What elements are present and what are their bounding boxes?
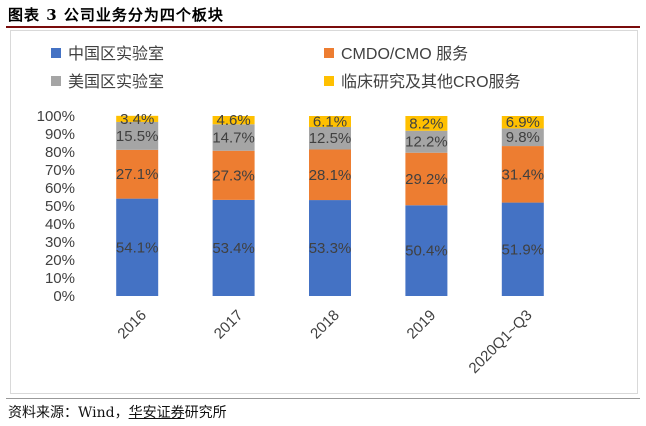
bar-segment [116, 149, 159, 199]
data-label: 12.5% [309, 130, 352, 147]
data-label: 31.4% [502, 166, 545, 183]
source-rule [6, 398, 640, 399]
title-rule [6, 26, 640, 28]
bar-segment [309, 149, 351, 201]
bar-segment [116, 115, 159, 122]
bar-segment [116, 121, 159, 150]
bar-segment [212, 116, 255, 125]
y-tick-label: 0% [53, 288, 75, 305]
bar-segment [309, 126, 351, 150]
y-tick-label: 50% [45, 198, 75, 215]
x-tick-label: 2017 [211, 307, 247, 343]
bar-segment [501, 202, 544, 296]
legend-swatch-3 [324, 76, 334, 86]
data-label: 27.3% [212, 167, 255, 184]
data-label: 14.7% [212, 130, 255, 147]
bar-segment [501, 146, 544, 203]
bar-segment [405, 152, 448, 206]
data-label: 53.4% [212, 240, 255, 257]
y-axis: 0%10%20%30%40%50%60%70%80%90%100% [37, 108, 75, 305]
bar-segment [501, 116, 544, 129]
legend-swatch-1 [324, 48, 334, 58]
bar-segment [212, 150, 255, 200]
data-label: 8.2% [409, 115, 443, 132]
source-note: 资料来源：Wind，华安证券研究所 [8, 402, 227, 422]
source-link[interactable]: 华安证券 [128, 405, 185, 421]
data-label: 54.1% [116, 239, 159, 256]
figure-title: 图表 3 公司业务分为四个板块 [8, 6, 224, 24]
source-prefix: 资料来源：Wind， [8, 405, 129, 421]
source-suffix: 研究所 [184, 405, 227, 421]
data-label: 6.9% [506, 114, 540, 131]
data-label: 12.2% [405, 134, 448, 151]
y-tick-label: 60% [45, 180, 75, 197]
y-tick-label: 10% [45, 270, 75, 287]
data-label: 51.9% [502, 241, 545, 258]
x-tick-label: 2020Q1~Q3 [466, 307, 536, 377]
data-label: 9.8% [506, 129, 540, 146]
bar-segment [405, 205, 448, 296]
data-label: 53.3% [309, 240, 352, 257]
legend-swatch-2 [51, 76, 61, 86]
bar-segment [212, 199, 255, 296]
legend-label-0: 中国区实验室 [68, 45, 164, 63]
data-label: 4.6% [216, 112, 250, 129]
y-tick-label: 100% [37, 108, 75, 125]
x-tick-label: 2018 [307, 307, 343, 343]
y-tick-label: 90% [45, 126, 75, 143]
data-label: 29.2% [405, 171, 448, 188]
y-tick-label: 40% [45, 216, 75, 233]
y-tick-label: 70% [45, 162, 75, 179]
bar-segment [212, 124, 255, 151]
y-tick-label: 20% [45, 252, 75, 269]
data-label: 28.1% [309, 167, 352, 184]
data-label: 15.5% [116, 128, 159, 145]
bars-area: 54.1% 27.1% 15.5%3.4% 53.4% 27.3% 14.7%4.6% 53… [116, 111, 544, 296]
data-label: 27.1% [116, 166, 159, 183]
bar-segment [405, 130, 448, 153]
data-label: 50.4% [405, 243, 448, 260]
chart-frame: 中国区实验室 CMDO/CMO 服务 美国区实验室 临床研究及其他CRO服务 0% 10… [10, 30, 638, 394]
bar-segment [309, 200, 351, 296]
y-tick-label: 30% [45, 234, 75, 251]
bar-segment [116, 198, 159, 296]
x-tick-label: 2019 [404, 307, 440, 343]
legend-swatch-0 [51, 48, 61, 58]
legend-label-3: 临床研究及其他CRO服务 [341, 73, 521, 91]
x-tick-label: 2016 [114, 307, 150, 343]
y-tick-label: 80% [45, 144, 75, 161]
legend-label-1: CMDO/CMO 服务 [341, 45, 468, 63]
data-label: 6.1% [313, 113, 347, 130]
x-axis: 2016 2017 2018 2019 2020Q1~Q3 [114, 307, 535, 377]
bar-segment [501, 128, 544, 147]
bar-segment [309, 116, 351, 127]
data-label: 3.4% [120, 111, 154, 128]
legend-label-2: 美国区实验室 [68, 73, 164, 91]
bar-segment [405, 116, 448, 131]
